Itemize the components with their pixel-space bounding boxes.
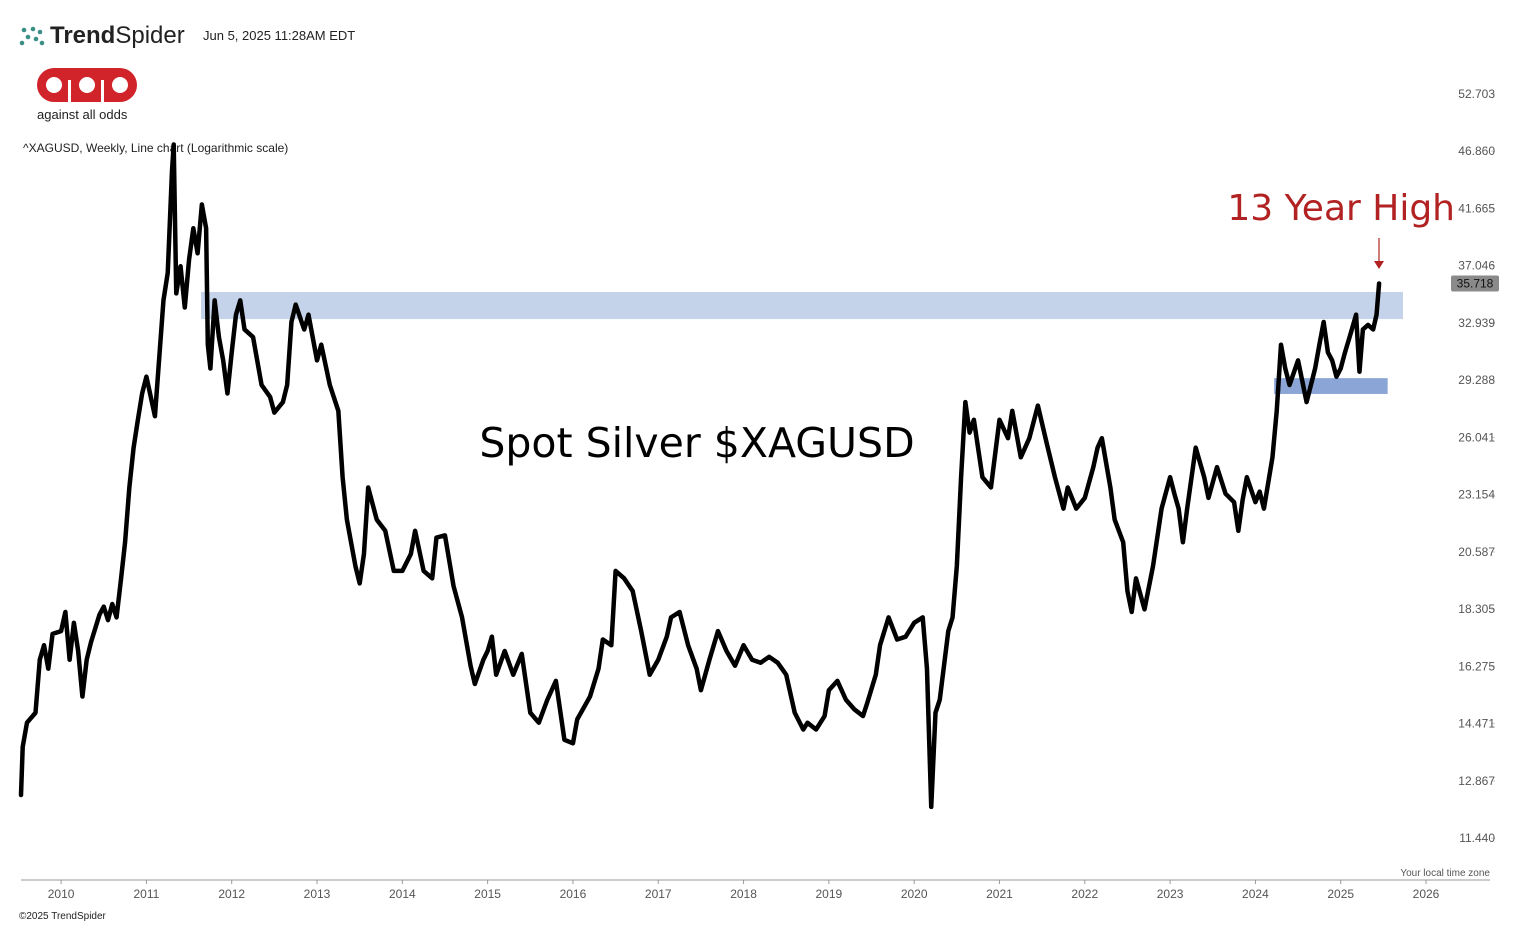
x-tick-label: 2022 bbox=[1071, 887, 1098, 901]
x-tick-label: 2013 bbox=[304, 887, 331, 901]
y-tick-label: 23.154 bbox=[1458, 488, 1495, 502]
x-tick-label: 2018 bbox=[730, 887, 757, 901]
x-tick-label: 2010 bbox=[48, 887, 75, 901]
x-tick-label: 2011 bbox=[133, 887, 159, 901]
timestamp: Jun 5, 2025 11:28AM EDT bbox=[203, 28, 355, 43]
brand-icon bbox=[19, 26, 45, 46]
x-tick-label: 2016 bbox=[560, 887, 587, 901]
x-tick-label: 2020 bbox=[901, 887, 928, 901]
brand-light: Spider bbox=[115, 22, 184, 49]
annotation: 13 Year High bbox=[1227, 188, 1455, 229]
y-tick-label: 37.046 bbox=[1458, 259, 1495, 273]
last-value-label: 35.718 bbox=[1457, 276, 1494, 290]
chart-title: Spot Silver $XAGUSD bbox=[479, 419, 914, 467]
last-value-box bbox=[1451, 275, 1499, 292]
y-tick-label: 11.440 bbox=[1459, 831, 1495, 845]
annotation-arrow bbox=[1374, 238, 1384, 269]
plot: 11.440 12.867 14.471 16.275 18.305 20.587 23.1… bbox=[18, 87, 1499, 901]
y-tick-label: 32.939 bbox=[1458, 316, 1495, 330]
y-tick-label: 52.703 bbox=[1458, 87, 1495, 101]
x-tick-label: 2026 bbox=[1413, 887, 1440, 901]
x-tick-label: 2019 bbox=[816, 887, 843, 901]
subtitle: ^XAGUSD, Weekly, Line chart (Logarithmic… bbox=[23, 141, 288, 155]
x-tick-label: 2023 bbox=[1157, 887, 1184, 901]
y-tick-label: 46.860 bbox=[1458, 144, 1495, 158]
brand-bold: Trend bbox=[50, 22, 115, 49]
x-tick-label: 2012 bbox=[218, 887, 245, 901]
y-tick-label: 41.665 bbox=[1458, 201, 1495, 215]
y-tick-label: 16.275 bbox=[1458, 659, 1495, 673]
price-line bbox=[18, 142, 1382, 810]
x-tick-label: 2021 bbox=[986, 887, 1013, 901]
copyright: ©2025 TrendSpider bbox=[19, 911, 107, 922]
x-tick-label: 2024 bbox=[1242, 887, 1269, 901]
logo-text: against all odds bbox=[37, 107, 128, 122]
x-tick-label: 2017 bbox=[645, 887, 672, 901]
zone-band bbox=[200, 291, 1403, 320]
y-tick-label: 12.867 bbox=[1458, 774, 1495, 788]
x-tick-label: 2025 bbox=[1327, 887, 1354, 901]
y-tick-label: 29.288 bbox=[1458, 373, 1495, 387]
y-tick-label: 20.587 bbox=[1458, 545, 1495, 559]
y-tick-label: 14.471 bbox=[1458, 717, 1495, 731]
logo bbox=[37, 68, 137, 102]
y-tick-label: 26.041 bbox=[1458, 430, 1495, 444]
timezone: Your local time zone bbox=[1400, 868, 1490, 879]
y-tick-label: 18.305 bbox=[1458, 602, 1495, 616]
x-tick-label: 2015 bbox=[474, 887, 501, 901]
brand: TrendSpider bbox=[50, 22, 185, 49]
x-tick-label: 2014 bbox=[389, 887, 416, 901]
